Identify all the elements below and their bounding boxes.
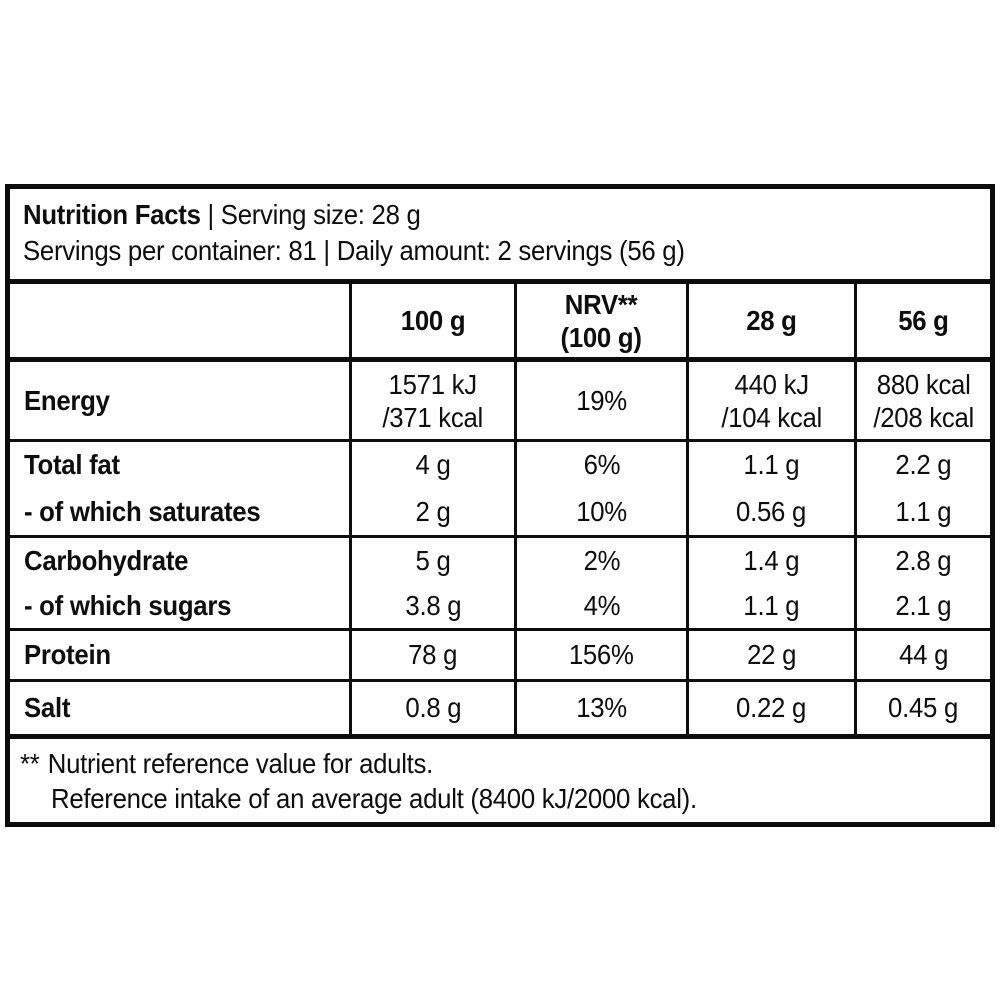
energy-56g-value: 880 kcal /208 kcal — [854, 362, 990, 439]
table-row-salt: Salt 0.8 g 13% 0.22 g 0.45 g — [10, 682, 990, 739]
row-label-energy: Energy — [24, 384, 110, 416]
row-label-carb-group: Carbohydrate - of which sugars — [10, 538, 349, 628]
salt-100g-value: 0.8 g — [349, 682, 514, 734]
energy-28g-value: 440 kJ /104 kcal — [686, 362, 854, 439]
row-label-saturates: - of which saturates — [24, 495, 261, 527]
header-line-1: Nutrition Facts | Serving size: 28 g — [23, 197, 990, 233]
column-header-100g: 100 g — [349, 284, 514, 357]
row-label-total-fat: Total fat — [24, 449, 120, 481]
protein-nrv-value: 156% — [514, 631, 686, 679]
footnote-section: ** Nutrient reference value for adults. R… — [10, 739, 990, 822]
table-row-carb-group: Carbohydrate - of which sugars 5 g 3.8 g… — [10, 538, 990, 631]
footnote-text-1: Nutrient reference value for adults. — [47, 748, 434, 779]
servings-per-container-text: Servings per container: 81 | Daily amoun… — [23, 235, 685, 266]
column-header-28g: 28 g — [686, 284, 854, 357]
row-label-fat-group: Total fat - of which saturates — [10, 442, 349, 535]
footnote-text-2: Reference intake of an average adult (84… — [51, 783, 697, 814]
label-header: Nutrition Facts | Serving size: 28 g Ser… — [10, 189, 990, 284]
footnote-line-2: Reference intake of an average adult (84… — [51, 781, 990, 816]
row-label-sugars: - of which sugars — [24, 589, 232, 621]
carb-group-28g-values: 1.4 g 1.1 g — [686, 538, 854, 628]
protein-100g-value: 78 g — [349, 631, 514, 679]
fat-group-28g-values: 1.1 g 0.56 g — [686, 442, 854, 535]
salt-28g-value: 0.22 g — [686, 682, 854, 734]
nutrition-facts-title: Nutrition Facts — [23, 199, 201, 230]
nrv-header-line1: NRV** — [565, 288, 638, 320]
fat-group-nrv-values: 6% 10% — [514, 442, 686, 535]
row-label-carbohydrate: Carbohydrate — [24, 544, 189, 576]
double-asterisk-marker: ** — [20, 748, 40, 779]
nutrition-facts-table: Nutrition Facts | Serving size: 28 g Ser… — [5, 184, 995, 827]
row-label-protein: Protein — [24, 639, 111, 670]
header-line-2: Servings per container: 81 | Daily amoun… — [23, 233, 990, 269]
serving-size-text: | Serving size: 28 g — [200, 199, 421, 230]
nrv-header-line2: (100 g) — [560, 321, 643, 353]
carb-group-100g-values: 5 g 3.8 g — [349, 538, 514, 628]
salt-nrv-value: 13% — [514, 682, 686, 734]
column-header-row: 100 g NRV** (100 g) 28 g 56 g — [10, 284, 990, 362]
table-row-energy: Energy 1571 kJ /371 kcal 19% 440 kJ /104… — [10, 362, 990, 442]
column-header-empty — [10, 284, 349, 357]
footnote-line-1: ** Nutrient reference value for adults. — [20, 746, 990, 781]
column-header-nrv: NRV** (100 g) — [514, 284, 686, 357]
table-row-fat-group: Total fat - of which saturates 4 g 2 g 6… — [10, 442, 990, 538]
energy-100g-value: 1571 kJ /371 kcal — [349, 362, 514, 439]
energy-nrv-value: 19% — [514, 362, 686, 439]
table-row-protein: Protein 78 g 156% 22 g 44 g — [10, 631, 990, 682]
protein-28g-value: 22 g — [686, 631, 854, 679]
fat-group-56g-values: 2.2 g 1.1 g — [854, 442, 990, 535]
carb-group-nrv-values: 2% 4% — [514, 538, 686, 628]
protein-56g-value: 44 g — [854, 631, 990, 679]
salt-56g-value: 0.45 g — [854, 682, 990, 734]
column-header-56g: 56 g — [854, 284, 990, 357]
carb-group-56g-values: 2.8 g 2.1 g — [854, 538, 990, 628]
fat-group-100g-values: 4 g 2 g — [349, 442, 514, 535]
row-label-salt: Salt — [24, 692, 71, 723]
